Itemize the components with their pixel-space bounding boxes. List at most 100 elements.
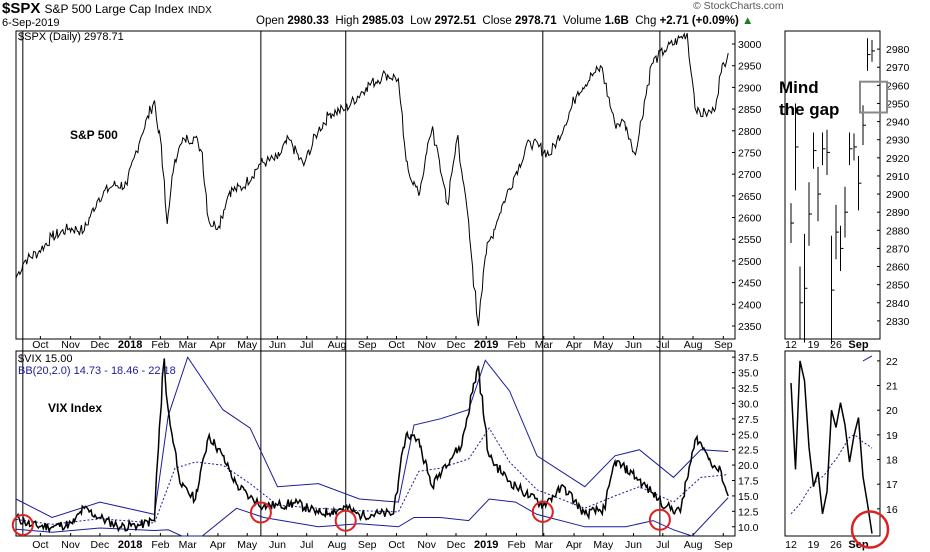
vix-x-label-dec: Dec bbox=[91, 539, 110, 551]
chg-value: +2.71 (+0.09%) bbox=[659, 15, 739, 27]
spx-x-label-jul: Jul bbox=[656, 339, 669, 351]
spx-y-label: 2550 bbox=[738, 234, 762, 246]
vix-y-label: 17.5 bbox=[738, 476, 759, 488]
spx-inset-y-label: 2960 bbox=[886, 80, 910, 92]
vix-x-label-jun: Jun bbox=[625, 539, 642, 551]
spx-y-label: 2350 bbox=[738, 321, 762, 333]
spx-x-label-2018: 2018 bbox=[118, 339, 142, 351]
vix-line bbox=[15, 358, 729, 534]
spx-x-label-nov: Nov bbox=[417, 339, 436, 351]
high-value: 2985.03 bbox=[362, 15, 404, 27]
vix-inset-x-label: 19 bbox=[808, 539, 820, 551]
high-label: High bbox=[335, 15, 359, 27]
spx-x-label-sep: Sep bbox=[358, 339, 377, 351]
vix-x-label-aug: Aug bbox=[328, 539, 347, 551]
vix-low-circle bbox=[11, 514, 34, 536]
sp500-annotation: S&P 500 bbox=[70, 128, 118, 142]
spx-y-label: 2600 bbox=[738, 213, 762, 225]
vix-x-label-mar: Mar bbox=[179, 539, 198, 551]
vix-y-label: 35.0 bbox=[738, 368, 759, 380]
spx-inset-y-label: 2840 bbox=[886, 298, 910, 310]
spx-x-label-feb: Feb bbox=[507, 339, 525, 351]
vix-x-label-may: May bbox=[237, 539, 258, 551]
spx-inset-x-label: 12 bbox=[785, 339, 797, 351]
vix-inset-bb-basis bbox=[790, 434, 873, 515]
spx-inset-y-label: 2970 bbox=[886, 62, 910, 74]
mind-gap-line-1: Mind bbox=[779, 78, 819, 97]
volume-label: Volume bbox=[563, 15, 602, 27]
vix-x-label-jul: Jul bbox=[656, 539, 669, 551]
spx-x-label-sep: Sep bbox=[714, 339, 733, 351]
vix-inset-y-label: 20 bbox=[886, 405, 898, 417]
vix-low-circle bbox=[249, 501, 272, 524]
spx-inset-x-label: 26 bbox=[830, 339, 842, 351]
open-label: Open bbox=[256, 15, 285, 27]
ohlc-readout: Open 2980.33 High 2985.03 Low 2972.51 Cl… bbox=[256, 15, 753, 27]
vix-inset-y-label: 17 bbox=[886, 479, 898, 491]
vix-inset-y-label: 22 bbox=[886, 356, 898, 368]
vix-x-label-jun: Jun bbox=[269, 539, 286, 551]
spx-x-label-mar: Mar bbox=[179, 339, 198, 351]
bb-upper-line bbox=[15, 356, 729, 519]
vix-x-label-may: May bbox=[593, 539, 614, 551]
spx-y-label: 2850 bbox=[738, 104, 762, 116]
vix-x-label-sep: Sep bbox=[714, 539, 733, 551]
vix-x-label-mar: Mar bbox=[535, 539, 554, 551]
vix-low-circle bbox=[531, 500, 554, 523]
spx-price-line bbox=[15, 32, 729, 327]
vix-x-label-2019: 2019 bbox=[474, 539, 498, 551]
spx-y-label: 2650 bbox=[738, 191, 762, 203]
spx-inset-y-label: 2830 bbox=[886, 316, 910, 328]
spx-x-label-apr: Apr bbox=[210, 339, 227, 351]
vix-x-label-dec: Dec bbox=[447, 539, 466, 551]
vix-x-label-2018: 2018 bbox=[118, 539, 142, 551]
spx-x-label-mar: Mar bbox=[535, 339, 554, 351]
spx-inset-y-label: 2910 bbox=[886, 171, 910, 183]
vix-legend: $VIX 15.00 bbox=[18, 353, 72, 365]
vix-x-label-nov: Nov bbox=[61, 539, 80, 551]
low-value: 2972.51 bbox=[434, 15, 477, 27]
index-name: S&P 500 Large Cap Index bbox=[44, 2, 184, 16]
bb-lower-line bbox=[15, 497, 729, 537]
up-arrow-icon: ▲ bbox=[742, 15, 754, 27]
symbol: $SPX bbox=[2, 0, 41, 17]
vix-x-label-nov: Nov bbox=[417, 539, 436, 551]
spx-inset-y-label: 2850 bbox=[886, 280, 910, 292]
spx-inset-y-label: 2920 bbox=[886, 153, 910, 165]
spx-x-label-feb: Feb bbox=[151, 339, 169, 351]
vix-low-circle bbox=[334, 509, 357, 532]
vix-annotation: VIX Index bbox=[48, 401, 102, 415]
vix-y-label: 10.0 bbox=[738, 522, 759, 534]
spx-x-label-aug: Aug bbox=[328, 339, 347, 351]
vix-y-label: 12.5 bbox=[738, 506, 759, 518]
spx-x-label-2019: 2019 bbox=[474, 339, 498, 351]
spx-inset-y-label: 2860 bbox=[886, 262, 910, 274]
vix-y-label: 25.0 bbox=[738, 429, 759, 441]
vix-inset-circle bbox=[850, 510, 890, 549]
close-value: 2978.71 bbox=[515, 15, 557, 27]
vix-inset-bb-upper bbox=[862, 355, 873, 362]
low-label: Low bbox=[410, 15, 432, 27]
spx-x-label-jun: Jun bbox=[625, 339, 642, 351]
vix-x-label-sep: Sep bbox=[358, 539, 377, 551]
vix-main-frame bbox=[15, 350, 736, 537]
spx-y-label: 2400 bbox=[738, 299, 762, 311]
spx-x-label-oct: Oct bbox=[32, 339, 48, 351]
spx-x-label-aug: Aug bbox=[684, 339, 703, 351]
spx-inset-y-label: 2980 bbox=[886, 44, 910, 56]
vix-x-label-feb: Feb bbox=[151, 539, 169, 551]
vix-inset-line bbox=[790, 360, 873, 534]
vix-inset-frame bbox=[784, 350, 881, 537]
source-credit: © StockCharts.com bbox=[693, 0, 784, 12]
exchange: INDX bbox=[187, 5, 212, 16]
spx-x-label-dec: Dec bbox=[447, 339, 466, 351]
vix-inset-y-label: 19 bbox=[886, 430, 898, 442]
vix-y-label: 22.5 bbox=[738, 445, 759, 457]
vix-y-label: 30.0 bbox=[738, 398, 759, 410]
spx-inset-y-label: 2950 bbox=[886, 99, 910, 111]
spx-y-label: 2500 bbox=[738, 256, 762, 268]
volume-value: 1.6B bbox=[604, 15, 629, 27]
spx-x-label-nov: Nov bbox=[61, 339, 80, 351]
vix-y-label: 37.5 bbox=[738, 352, 759, 364]
